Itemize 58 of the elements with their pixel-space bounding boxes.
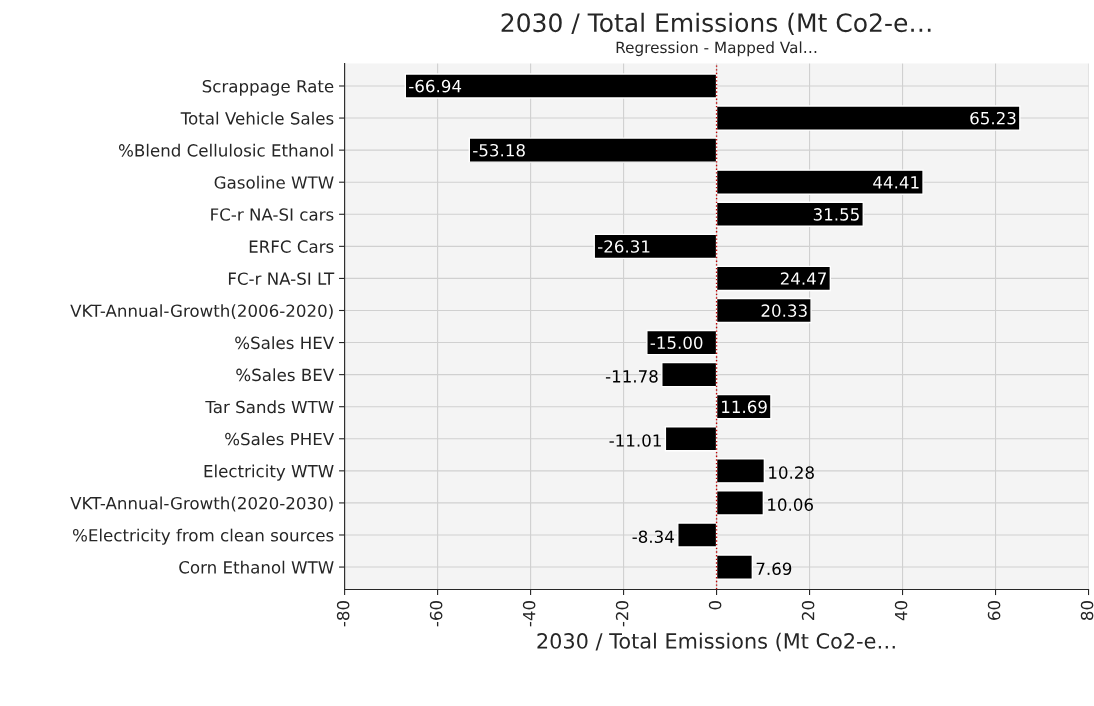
bar	[661, 361, 718, 388]
y-tick-label: FC-r NA-SI cars	[211, 208, 334, 221]
y-tick-label: FC-r NA-SI LT	[228, 272, 335, 285]
data-label: 65.23	[970, 111, 1016, 125]
bar	[715, 201, 864, 227]
bar	[715, 297, 812, 324]
data-label: -15.00	[650, 336, 703, 349]
data-label: -11.78	[605, 370, 658, 383]
data-label: 31.55	[813, 208, 859, 221]
bar	[664, 426, 718, 452]
bar	[715, 554, 754, 580]
data-label: 24.47	[780, 272, 826, 285]
y-tick-label: Gasoline WTW	[214, 175, 334, 189]
x-tick-label: 0	[708, 601, 722, 610]
data-label: -53.18	[473, 143, 525, 157]
data-label: -8.34	[632, 530, 674, 544]
x-tick-label: -80	[336, 601, 350, 627]
data-label: 11.69	[722, 400, 767, 414]
y-tick-label: Corn Ethanol WTW	[179, 560, 334, 574]
x-tick-label: 60	[987, 601, 1001, 620]
y-tick-label: Tar Sands WTW	[205, 400, 334, 414]
y-tick-label: VKT-Annual-Growth(2020-2030)	[70, 496, 333, 512]
y-tick-label: Scrappage Rate	[202, 79, 334, 96]
data-label: 7.69	[756, 562, 792, 576]
bar	[593, 233, 718, 260]
data-label: -11.01	[609, 434, 661, 447]
x-tick-label: -60	[429, 601, 443, 627]
bar	[715, 105, 1021, 131]
bar	[715, 490, 765, 516]
x-tick-label: 20	[801, 601, 815, 620]
data-label: -66.94	[409, 79, 462, 93]
x-tick-label: 40	[894, 601, 908, 621]
chart-subtitle: Regression - Mapped Val…	[616, 41, 817, 57]
data-label: 10.06	[768, 498, 813, 511]
x-tick-label: -40	[522, 601, 536, 627]
bar	[715, 458, 766, 484]
data-label: 20.33	[761, 304, 807, 317]
y-tick-label: %Blend Cellulosic Ethanol	[118, 143, 333, 157]
y-tick-label: Electricity WTW	[204, 464, 334, 481]
y-tick-label: %Sales PHEV	[225, 432, 335, 446]
data-label: 10.28	[769, 466, 814, 479]
bar	[468, 137, 718, 163]
y-tick-label: %Sales HEV	[235, 336, 335, 350]
bar	[677, 522, 718, 548]
chart-title: 2030 / Total Emissions (Mt Co2-e…	[501, 12, 931, 36]
x-axis-title: 2030 / Total Emissions (Mt Co2-e…	[537, 632, 895, 652]
y-tick-label: %Electricity from clean sources	[72, 528, 334, 545]
x-tick-label: 80	[1080, 601, 1094, 620]
y-tick-label: VKT-Annual-Growth(2006-2020)	[70, 304, 333, 320]
y-tick-label: %Sales BEV	[236, 368, 335, 382]
bar	[715, 265, 832, 292]
bar	[404, 73, 718, 99]
data-label: -26.31	[598, 240, 650, 253]
y-tick-label: Total Vehicle Sales	[180, 111, 334, 125]
bar	[715, 169, 924, 195]
y-tick-label: ERFC Cars	[249, 240, 334, 253]
x-tick-label: -20	[615, 601, 629, 627]
data-label: 44.41	[873, 176, 919, 189]
